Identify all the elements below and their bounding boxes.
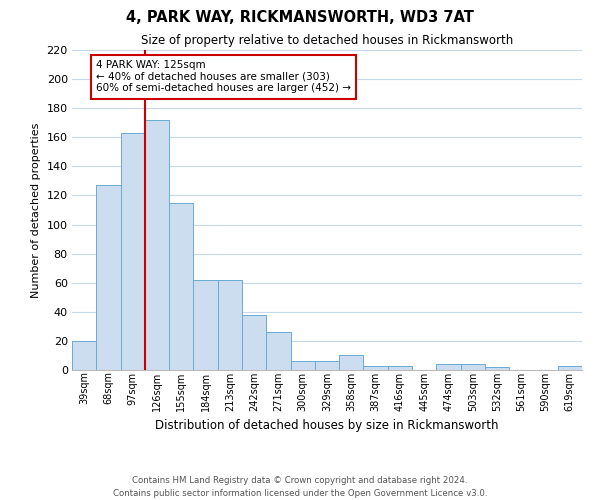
Bar xyxy=(315,362,339,370)
Bar xyxy=(461,364,485,370)
Bar xyxy=(193,280,218,370)
Bar xyxy=(266,332,290,370)
Bar xyxy=(436,364,461,370)
Y-axis label: Number of detached properties: Number of detached properties xyxy=(31,122,41,298)
Bar xyxy=(290,362,315,370)
Title: Size of property relative to detached houses in Rickmansworth: Size of property relative to detached ho… xyxy=(141,34,513,48)
Bar xyxy=(145,120,169,370)
Bar xyxy=(72,341,96,370)
Text: Contains HM Land Registry data © Crown copyright and database right 2024.
Contai: Contains HM Land Registry data © Crown c… xyxy=(113,476,487,498)
Bar xyxy=(364,366,388,370)
Bar xyxy=(485,367,509,370)
Bar xyxy=(96,186,121,370)
Bar xyxy=(121,133,145,370)
Bar xyxy=(558,366,582,370)
Bar xyxy=(169,202,193,370)
X-axis label: Distribution of detached houses by size in Rickmansworth: Distribution of detached houses by size … xyxy=(155,419,499,432)
Text: 4, PARK WAY, RICKMANSWORTH, WD3 7AT: 4, PARK WAY, RICKMANSWORTH, WD3 7AT xyxy=(126,10,474,25)
Bar xyxy=(242,314,266,370)
Bar xyxy=(339,356,364,370)
Text: 4 PARK WAY: 125sqm
← 40% of detached houses are smaller (303)
60% of semi-detach: 4 PARK WAY: 125sqm ← 40% of detached hou… xyxy=(96,60,351,94)
Bar xyxy=(218,280,242,370)
Bar xyxy=(388,366,412,370)
